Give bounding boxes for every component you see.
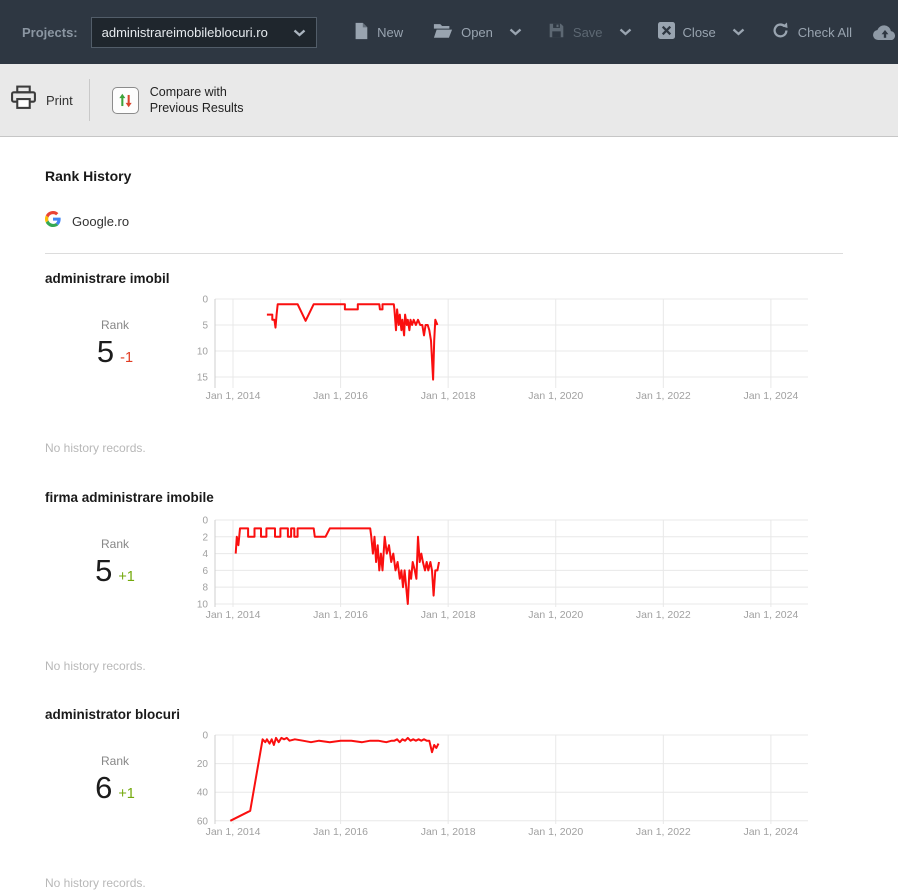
divider: [45, 253, 843, 254]
save-menu-chevron-icon[interactable]: [619, 28, 632, 36]
google-logo-icon: [45, 211, 61, 232]
svg-text:Jan 1, 2022: Jan 1, 2022: [636, 390, 691, 402]
rank-history-chart: Jan 1, 2014 Jan 1, 2016 Jan 1, 2018 Jan 1, …: [197, 731, 808, 838]
open-folder-icon: [433, 22, 453, 42]
open-button[interactable]: Open: [433, 22, 493, 42]
keyword-title: administrator blocuri: [45, 707, 181, 722]
svg-text:Jan 1, 2022: Jan 1, 2022: [636, 826, 691, 838]
no-history-message: No history records.: [45, 659, 146, 673]
svg-text:Jan 1, 2020: Jan 1, 2020: [528, 390, 583, 402]
rank-delta: +1: [118, 569, 135, 585]
no-history-message: No history records.: [45, 441, 146, 455]
keyword-title: administrare imobil: [45, 271, 170, 286]
svg-text:Jan 1, 2018: Jan 1, 2018: [421, 390, 476, 402]
rank-summary: Rank 6 +1: [45, 727, 185, 839]
compare-with-previous-button[interactable]: Compare with Previous Results: [111, 84, 244, 116]
rank-value: 6: [95, 770, 113, 805]
rank-history-chart: Jan 1, 2014 Jan 1, 2016 Jan 1, 2018 Jan 1, …: [197, 295, 808, 402]
chevron-down-icon: [293, 25, 306, 40]
svg-text:4: 4: [202, 549, 208, 560]
svg-text:Jan 1, 2020: Jan 1, 2020: [528, 609, 583, 621]
project-select[interactable]: administrareimobileblocuri.ro: [90, 16, 318, 48]
keyword-section: firma administrare imobile Rank 5 +1 Jan…: [45, 490, 843, 673]
rank-summary: Rank 5 +1: [45, 510, 185, 622]
svg-text:Jan 1, 2022: Jan 1, 2022: [636, 609, 691, 621]
toolbar-divider: [88, 79, 90, 121]
svg-text:6: 6: [202, 566, 208, 577]
rank-summary: Rank 5 -1: [45, 291, 185, 403]
svg-text:Jan 1, 2016: Jan 1, 2016: [313, 609, 368, 621]
svg-text:Jan 1, 2018: Jan 1, 2018: [421, 826, 476, 838]
svg-text:5: 5: [202, 320, 208, 331]
project-select-value: administrareimobileblocuri.ro: [101, 24, 268, 40]
rank-label: Rank: [100, 754, 129, 768]
keyword-title: firma administrare imobile: [45, 490, 214, 505]
search-engine-label: Google.ro: [72, 214, 130, 229]
svg-text:40: 40: [197, 788, 209, 799]
svg-text:10: 10: [197, 346, 209, 357]
printer-icon: [10, 85, 37, 115]
close-x-icon: [657, 22, 675, 42]
svg-text:0: 0: [202, 295, 208, 306]
svg-text:Jan 1, 2014: Jan 1, 2014: [206, 826, 261, 838]
new-button[interactable]: New: [353, 22, 403, 43]
rank-delta: +1: [118, 786, 135, 802]
svg-text:Jan 1, 2020: Jan 1, 2020: [528, 826, 583, 838]
page-title: Rank History: [45, 168, 132, 184]
check-all-button[interactable]: Check All: [771, 21, 852, 43]
svg-text:0: 0: [202, 731, 208, 742]
rank-history-report: Rank History Google.ro administrare imob…: [0, 137, 898, 890]
print-button[interactable]: Print: [10, 85, 73, 115]
no-history-message: No history records.: [45, 876, 146, 890]
svg-text:Jan 1, 2016: Jan 1, 2016: [313, 390, 368, 402]
cloud-upload-icon[interactable]: [872, 23, 898, 41]
action-bar: Print Compare with Previous Results: [0, 64, 898, 137]
rank-delta: -1: [120, 350, 134, 366]
projects-label: Projects:: [22, 24, 78, 40]
svg-text:8: 8: [202, 583, 208, 594]
rank-value: 5: [96, 334, 115, 369]
svg-text:Jan 1, 2016: Jan 1, 2016: [313, 826, 368, 838]
svg-text:Jan 1, 2024: Jan 1, 2024: [743, 826, 798, 838]
svg-text:Jan 1, 2024: Jan 1, 2024: [743, 390, 798, 402]
rank-label: Rank: [100, 537, 129, 551]
refresh-icon: [771, 21, 790, 43]
keyword-section: administrare imobil Rank 5 -1 Jan 1, 201…: [45, 271, 843, 455]
keyword-section: administrator blocuri Rank 6 +1 Jan 1, 2…: [45, 707, 843, 890]
save-button[interactable]: Save: [548, 22, 603, 42]
svg-text:60: 60: [197, 816, 209, 827]
open-menu-chevron-icon[interactable]: [509, 28, 522, 36]
rank-value: 5: [95, 553, 113, 588]
svg-text:0: 0: [202, 515, 208, 526]
rank-label: Rank: [100, 318, 129, 332]
svg-text:Jan 1, 2024: Jan 1, 2024: [743, 609, 798, 621]
new-document-icon: [353, 22, 369, 43]
svg-text:Jan 1, 2018: Jan 1, 2018: [421, 609, 476, 621]
close-menu-chevron-icon[interactable]: [732, 28, 745, 36]
svg-text:Jan 1, 2014: Jan 1, 2014: [206, 609, 261, 621]
svg-text:2: 2: [202, 532, 208, 543]
close-button[interactable]: Close: [657, 22, 716, 42]
svg-text:15: 15: [197, 372, 209, 383]
svg-text:10: 10: [197, 599, 209, 610]
rank-history-chart: Jan 1, 2014 Jan 1, 2016 Jan 1, 2018 Jan 1, …: [197, 515, 808, 621]
svg-text:Jan 1, 2014: Jan 1, 2014: [206, 390, 261, 402]
compare-arrows-icon: [111, 86, 139, 114]
svg-text:20: 20: [197, 759, 209, 770]
save-floppy-icon: [548, 22, 565, 42]
search-engine-row: Google.ro: [45, 211, 843, 232]
main-toolbar: Projects: administrareimobileblocuri.ro …: [0, 0, 898, 64]
